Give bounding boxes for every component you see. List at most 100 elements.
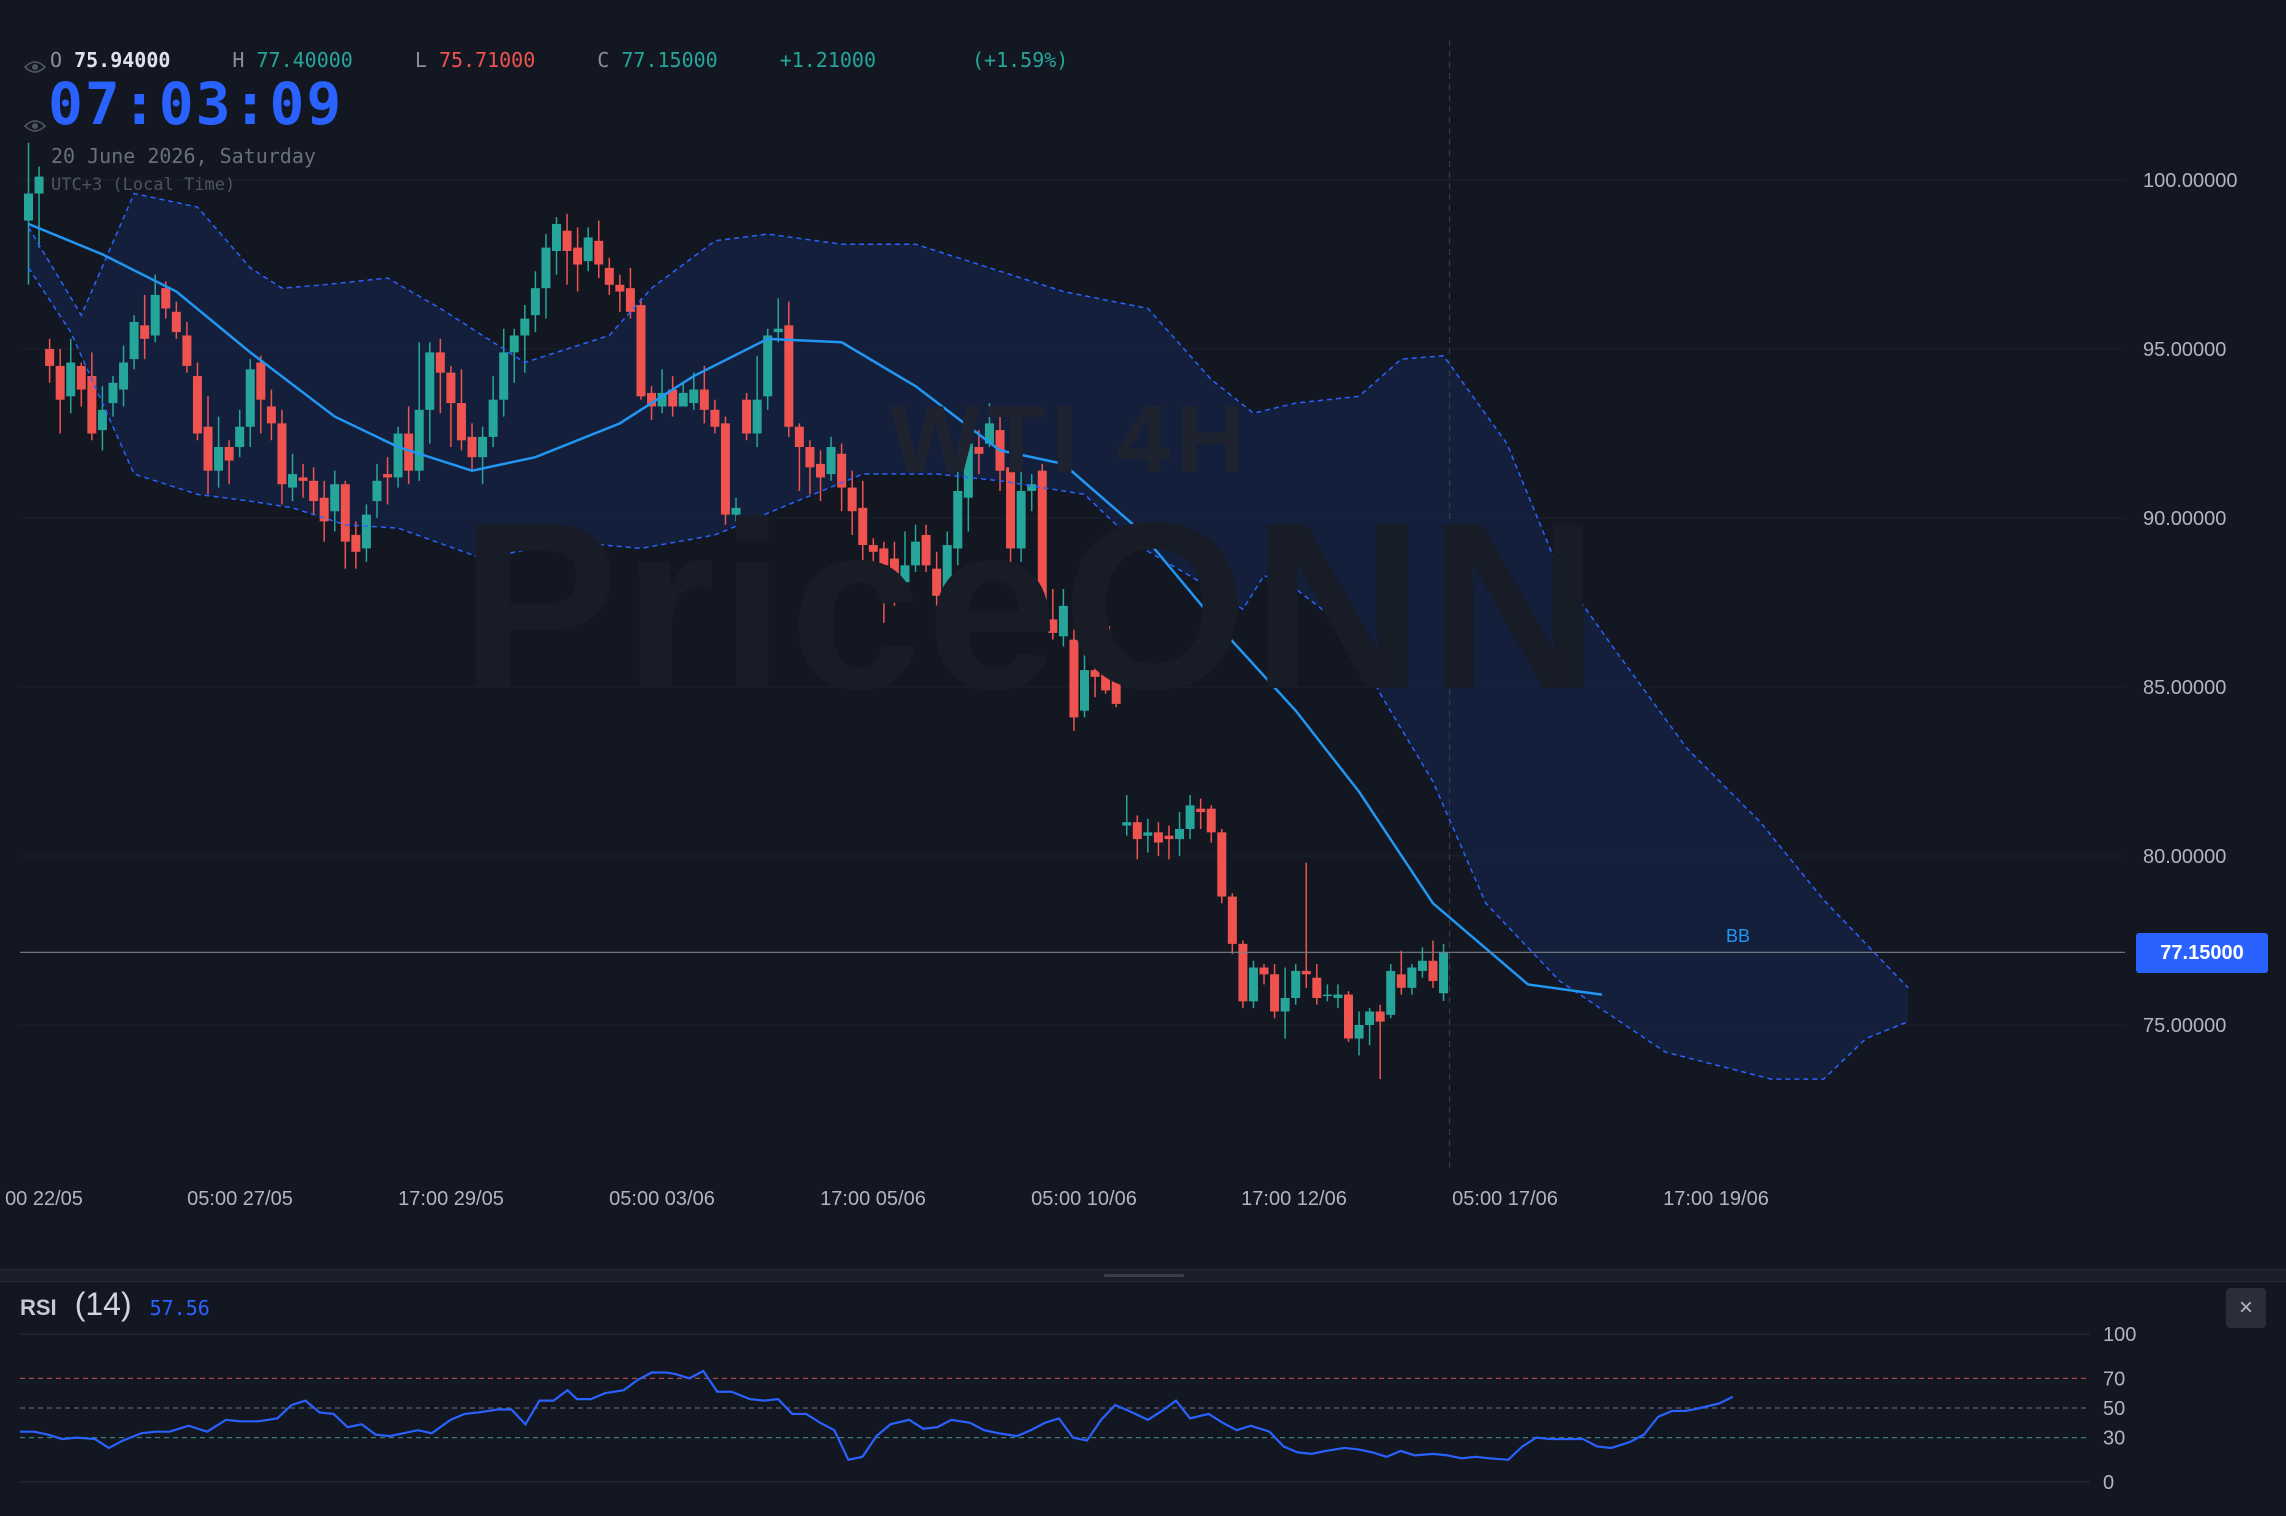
candle-body: [889, 558, 899, 586]
candle-body: [530, 288, 540, 316]
candle-body: [615, 284, 625, 292]
candle-body: [974, 447, 984, 454]
close-label: C: [597, 48, 610, 72]
candle-body: [625, 288, 635, 312]
last-price-tag: 77.15000: [2136, 933, 2268, 973]
candle-body: [509, 335, 519, 353]
candle-body: [467, 436, 477, 458]
candle-body: [1396, 974, 1406, 988]
candle-body: [1037, 470, 1047, 606]
candle-body: [1153, 832, 1163, 843]
candle-body: [1248, 967, 1258, 1002]
candle-body: [953, 490, 963, 549]
x-tick-label: 17:00 12/06: [1241, 1188, 1347, 1210]
candle-body: [1227, 896, 1237, 944]
candle-body: [1322, 994, 1332, 997]
open-value: 75.94000: [74, 48, 171, 72]
candle-body: [699, 389, 709, 410]
candle-body: [108, 382, 118, 404]
candle-body: [256, 362, 266, 400]
eye-icon[interactable]: [24, 119, 46, 133]
candle-body: [678, 392, 688, 407]
candle-body: [1111, 680, 1121, 704]
rsi-tick-label: 0: [2103, 1472, 2114, 1494]
candle-body: [1101, 626, 1111, 691]
candle-body: [1439, 952, 1449, 994]
candle-body: [1365, 1011, 1375, 1025]
close-value: 77.15000: [621, 48, 718, 72]
candle-body: [1217, 832, 1227, 897]
candle-body: [182, 335, 192, 366]
candle-body: [921, 534, 931, 566]
candle-body: [773, 328, 783, 333]
candle-body: [837, 453, 847, 488]
candle-body: [963, 443, 973, 498]
candle-body: [1407, 967, 1417, 988]
candle-body: [742, 399, 752, 434]
candle-body: [647, 392, 657, 407]
candle-body: [351, 534, 361, 552]
candle-body: [1259, 967, 1269, 975]
candle-body: [1428, 960, 1438, 982]
candle-body: [520, 318, 530, 336]
rsi-chart[interactable]: 100 70 50 30 0: [0, 1286, 2286, 1516]
candle-body: [1069, 639, 1079, 718]
candle-body: [288, 474, 297, 488]
candle-body: [55, 365, 65, 400]
candle-body: [1238, 943, 1248, 1002]
candle-body: [1027, 484, 1037, 491]
candle-body: [1312, 977, 1322, 998]
candle-body: [562, 230, 572, 251]
candle-body: [192, 376, 202, 434]
candle-body: [1196, 808, 1206, 813]
candle-body: [1164, 835, 1174, 840]
candle-body: [404, 433, 414, 471]
candle-body: [45, 349, 55, 366]
candle-body: [76, 365, 86, 390]
candle-body: [214, 447, 224, 471]
candle-body: [720, 423, 730, 515]
candle-body: [752, 399, 762, 434]
close-rsi-button[interactable]: ×: [2226, 1288, 2266, 1328]
candle-body: [594, 240, 604, 265]
candle-body: [942, 545, 952, 593]
candle-body: [1185, 805, 1195, 829]
candle-body: [573, 247, 583, 265]
candle-body: [245, 369, 255, 427]
rsi-tick-label: 30: [2103, 1428, 2125, 1450]
candle-body: [87, 376, 97, 434]
candle-body: [1206, 808, 1216, 833]
rsi-title: RSI (14) 57.56: [20, 1286, 210, 1323]
candle-body: [330, 484, 340, 512]
candle-body: [868, 545, 878, 552]
candle-body: [140, 325, 150, 339]
candle-body: [150, 294, 160, 336]
main-price-chart[interactable]: 100.00000 95.00000 90.00000 85.00000 80.0000…: [0, 0, 2286, 1268]
eye-icon[interactable]: [24, 60, 46, 74]
rsi-line: [20, 1369, 1734, 1462]
candle-body: [277, 423, 287, 485]
y-tick-label: 95.00000: [2143, 339, 2226, 361]
candle-body: [478, 436, 488, 458]
candle-body: [657, 392, 667, 407]
candle-body: [731, 507, 741, 515]
candle-body: [552, 223, 561, 251]
candle-body: [1291, 970, 1301, 998]
bollinger-lower-line: [27, 267, 1909, 1080]
candle-body: [1386, 970, 1396, 1015]
candle-body: [805, 447, 815, 468]
bollinger-label[interactable]: BB: [1726, 926, 1751, 946]
candle-body: [340, 484, 350, 542]
candle-body: [794, 426, 804, 448]
x-tick-label: 05:00 10/06: [1031, 1188, 1137, 1210]
candle-body: [1280, 997, 1290, 1012]
x-tick-label: 05:00 17/06: [1452, 1188, 1558, 1210]
candle-body: [235, 426, 245, 448]
candle-body: [604, 267, 614, 285]
pane-resize-handle[interactable]: [1104, 1274, 1184, 1277]
y-tick-label: 80.00000: [2143, 846, 2226, 868]
candle-body: [847, 487, 857, 512]
candle-body: [1301, 970, 1311, 975]
candle-body: [911, 541, 921, 566]
candle-body: [97, 409, 107, 431]
